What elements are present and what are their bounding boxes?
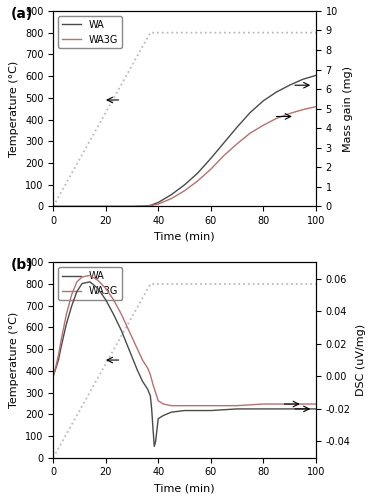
Legend: WA, WA3G: WA, WA3G (58, 267, 122, 300)
Y-axis label: Mass gain (mg): Mass gain (mg) (343, 66, 353, 152)
Y-axis label: Temperature (°C): Temperature (°C) (9, 312, 19, 408)
Y-axis label: DSC (uV/mg): DSC (uV/mg) (356, 324, 366, 396)
Text: (a): (a) (11, 7, 34, 21)
Text: (b): (b) (11, 258, 34, 272)
Legend: WA, WA3G: WA, WA3G (58, 16, 122, 48)
X-axis label: Time (min): Time (min) (154, 483, 215, 493)
X-axis label: Time (min): Time (min) (154, 232, 215, 241)
Y-axis label: Temperature (°C): Temperature (°C) (9, 60, 19, 157)
